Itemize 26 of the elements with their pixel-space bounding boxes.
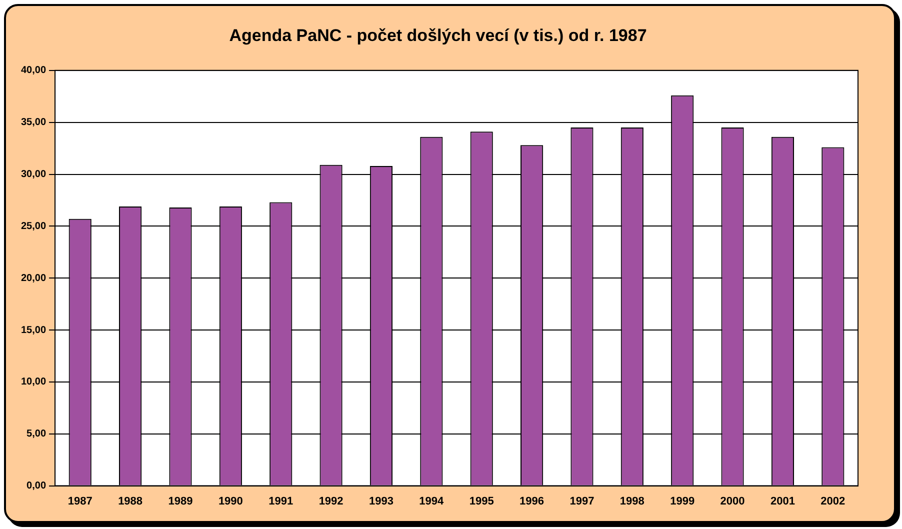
y-tick-label: 30,00 [20, 169, 46, 180]
x-tick-label: 1999 [670, 495, 695, 508]
y-tick-label: 35,00 [20, 117, 46, 128]
y-tick-label: 25,00 [20, 220, 46, 232]
x-tick-label: 1988 [118, 495, 143, 508]
y-tick-label: 10,00 [20, 376, 46, 388]
x-tick-label: 1987 [68, 495, 92, 508]
x-tick-label: 1989 [168, 495, 193, 508]
x-tick-label: 1997 [570, 495, 594, 508]
y-tick-label: 5,00 [26, 428, 46, 440]
y-tick-label: 20,00 [20, 272, 46, 284]
x-tick-label: 1992 [318, 495, 344, 508]
x-tick-label: 1995 [469, 495, 494, 508]
x-tick-label: 2002 [820, 495, 846, 508]
x-tick-label: 1993 [368, 495, 394, 508]
y-tick-label: 40,00 [20, 65, 46, 76]
x-tick-label: 1996 [520, 495, 544, 508]
x-tick-label: 1991 [268, 495, 294, 508]
x-tick-label: 1998 [620, 495, 644, 508]
x-tick-label: 2001 [770, 495, 795, 508]
chart-title: Agenda PaNC - počet došlých vecí (v tis.) od r. 1987 [229, 26, 647, 45]
x-tick-label: 1990 [218, 495, 243, 508]
y-tick-label: 15,00 [20, 324, 46, 336]
y-tick-label: 0,00 [26, 480, 46, 492]
x-tick-label: 2000 [720, 495, 745, 508]
x-tick-label: 1994 [419, 495, 445, 508]
